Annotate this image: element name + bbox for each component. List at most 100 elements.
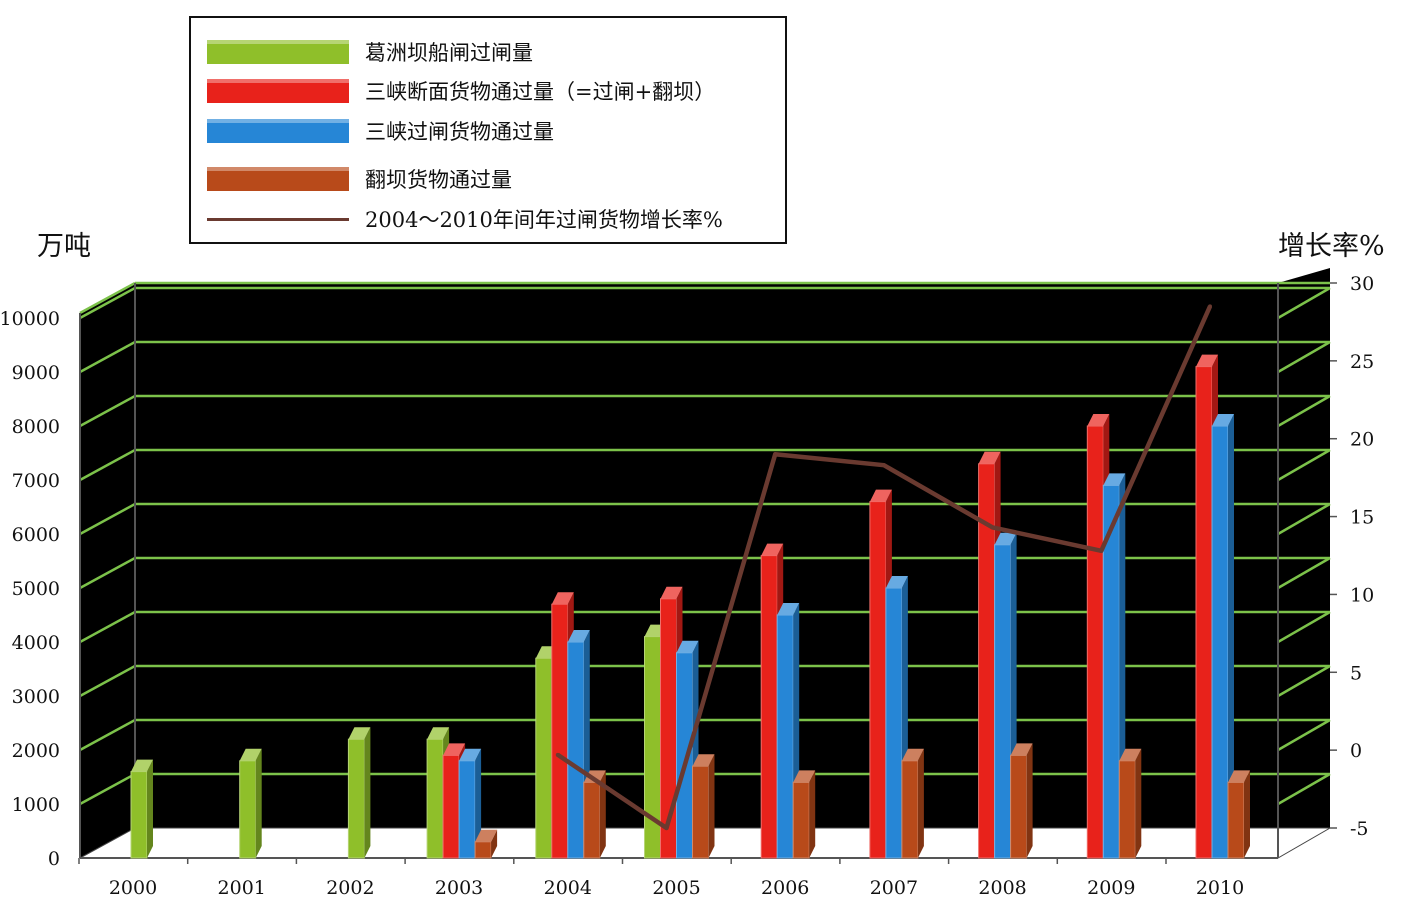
bar-2010-s2 — [1211, 425, 1229, 859]
bar-side-2003-s3 — [491, 829, 498, 858]
bar-2005-s2 — [676, 652, 693, 859]
gridline-left-7000 — [79, 448, 136, 482]
x-tick-label: 2010 — [1196, 877, 1244, 899]
growth-rate-point-2009 — [1099, 548, 1104, 553]
growth-rate-point-2007 — [881, 463, 886, 468]
legend-item-three-gorges-lock: 三峡过闸货物通过量 — [207, 116, 554, 146]
y-left-tick-label: 6000 — [12, 524, 60, 546]
x-tick-label: 2006 — [761, 877, 809, 899]
legend-swatch-portage — [207, 167, 349, 191]
bar-2010-s1 — [1195, 366, 1213, 859]
right-wall — [1278, 268, 1330, 828]
legend-label-three-gorges-total: 三峡断面货物通过量（=过闸+翻坝） — [365, 80, 716, 104]
y-right-tick-label: 30 — [1350, 273, 1374, 295]
y-left-axis-title: 万吨 — [37, 231, 91, 262]
bar-side-2010-s3 — [1244, 770, 1250, 858]
gridline-right-8000 — [1277, 394, 1331, 428]
y-left-tick-label: 9000 — [12, 362, 60, 384]
gridline-top-left — [79, 281, 136, 315]
bar-2002-s0 — [347, 738, 365, 859]
bar-2007-s1 — [869, 501, 887, 859]
y-right-tick-label: 20 — [1350, 429, 1374, 451]
bar-top-2009-s1 — [1087, 414, 1110, 426]
growth-rate-point-2010 — [1208, 304, 1212, 309]
y-right-tick-label: 0 — [1350, 740, 1362, 762]
x-tick-label: 2004 — [544, 877, 592, 899]
y-left-tick-label: 2000 — [12, 740, 60, 762]
gridline-left-5000 — [79, 556, 136, 590]
bar-top-2003-s3 — [475, 829, 498, 842]
bar-side-2008-s3 — [1026, 743, 1033, 858]
bar-top-2006-s2 — [777, 603, 800, 615]
growth-rate-point-2005 — [664, 826, 669, 830]
gridline-right-4000 — [1277, 610, 1331, 644]
x-tick-label: 2009 — [1087, 877, 1135, 899]
bar-2008-s3 — [1010, 754, 1028, 859]
bar-side-2002-s0 — [364, 727, 371, 858]
gridline-right-6000 — [1277, 502, 1331, 536]
bar-2004-s2 — [567, 641, 585, 859]
y-left-tick-label: 4000 — [12, 632, 60, 654]
bar-top-2006-s1 — [761, 543, 784, 556]
y-left-tick-label: 3000 — [12, 686, 60, 708]
y-right-tick-label: 25 — [1350, 351, 1374, 373]
legend-item-growth-rate: 2004～2010年间年过闸货物增长率% — [207, 204, 723, 234]
bar-2009-s1 — [1086, 425, 1104, 859]
bar-top-2008-s2 — [994, 532, 1017, 545]
bar-side-2004-s3 — [599, 770, 606, 858]
bar-side-2005-s3 — [708, 754, 715, 858]
bar-2001-s0 — [239, 760, 257, 859]
bar-side-2000-s0 — [147, 759, 153, 858]
left-wall — [80, 283, 135, 858]
growth-rate-point-2008 — [990, 525, 995, 530]
gridline-right-10000 — [1277, 286, 1331, 320]
legend-item-gezhouba: 葛洲坝船闸过闸量 — [207, 37, 533, 67]
x-tick-label: 2001 — [218, 877, 266, 899]
bar-2003-s3 — [474, 841, 492, 859]
bar-top-2003-s1 — [443, 743, 466, 756]
bar-top-2007-s1 — [869, 489, 892, 502]
bar-2003-s0 — [426, 738, 444, 859]
bar-2007-s2 — [885, 587, 903, 859]
growth-rate-point-2006 — [773, 452, 778, 457]
bar-top-2005-s1 — [660, 586, 683, 599]
x-tick-label: 2007 — [870, 877, 918, 899]
legend-line-growth-rate — [207, 217, 349, 221]
chart-legend: 葛洲坝船闸过闸量 三峡断面货物通过量（=过闸+翻坝） 三峡过闸货物通过量 翻坝货… — [189, 16, 787, 244]
legend-label-gezhouba: 葛洲坝船闸过闸量 — [365, 41, 533, 65]
bar-side-2001-s0 — [255, 748, 262, 858]
bar-top-2010-s1 — [1196, 354, 1218, 367]
bar-side-2006-s3 — [809, 770, 816, 858]
gridline-left-9000 — [79, 340, 136, 374]
bar-top-2003-s0 — [427, 727, 450, 740]
gridline-left-4000 — [79, 610, 136, 644]
gridline-left-6000 — [79, 502, 136, 536]
bar-2010-s3 — [1227, 781, 1245, 859]
gridline-left-8000 — [79, 394, 136, 428]
bar-side-2010-s2 — [1228, 414, 1234, 858]
bar-2003-s2 — [458, 760, 476, 859]
x-tick-label: 2008 — [978, 877, 1026, 899]
bar-2009-s3 — [1118, 760, 1136, 859]
bar-top-2004-s2 — [567, 630, 590, 642]
bar-2004-s1 — [551, 603, 569, 859]
bar-2003-s1 — [442, 754, 460, 859]
bar-top-2003-s2 — [459, 748, 482, 761]
gridline-right-3000 — [1277, 664, 1331, 698]
y-right-tick-label: 5 — [1350, 662, 1362, 684]
y-left-tick-label: 8000 — [12, 416, 60, 438]
x-tick-label: 2002 — [326, 877, 374, 899]
bar-side-2007-s3 — [917, 748, 924, 858]
gridline-right-9000 — [1277, 340, 1331, 374]
bar-top-2007-s3 — [901, 748, 924, 761]
bar-top-2002-s0 — [348, 727, 371, 740]
bar-top-2009-s2 — [1103, 473, 1126, 486]
y-right-tick-label: 15 — [1350, 507, 1374, 529]
bar-2008-s2 — [994, 544, 1012, 859]
bar-2007-s3 — [901, 760, 919, 859]
bar-2006-s3 — [792, 781, 810, 859]
gridline-right-5000 — [1277, 556, 1331, 590]
bar-top-2008-s3 — [1010, 743, 1033, 756]
y-right-axis-title: 增长率% — [1278, 231, 1385, 262]
